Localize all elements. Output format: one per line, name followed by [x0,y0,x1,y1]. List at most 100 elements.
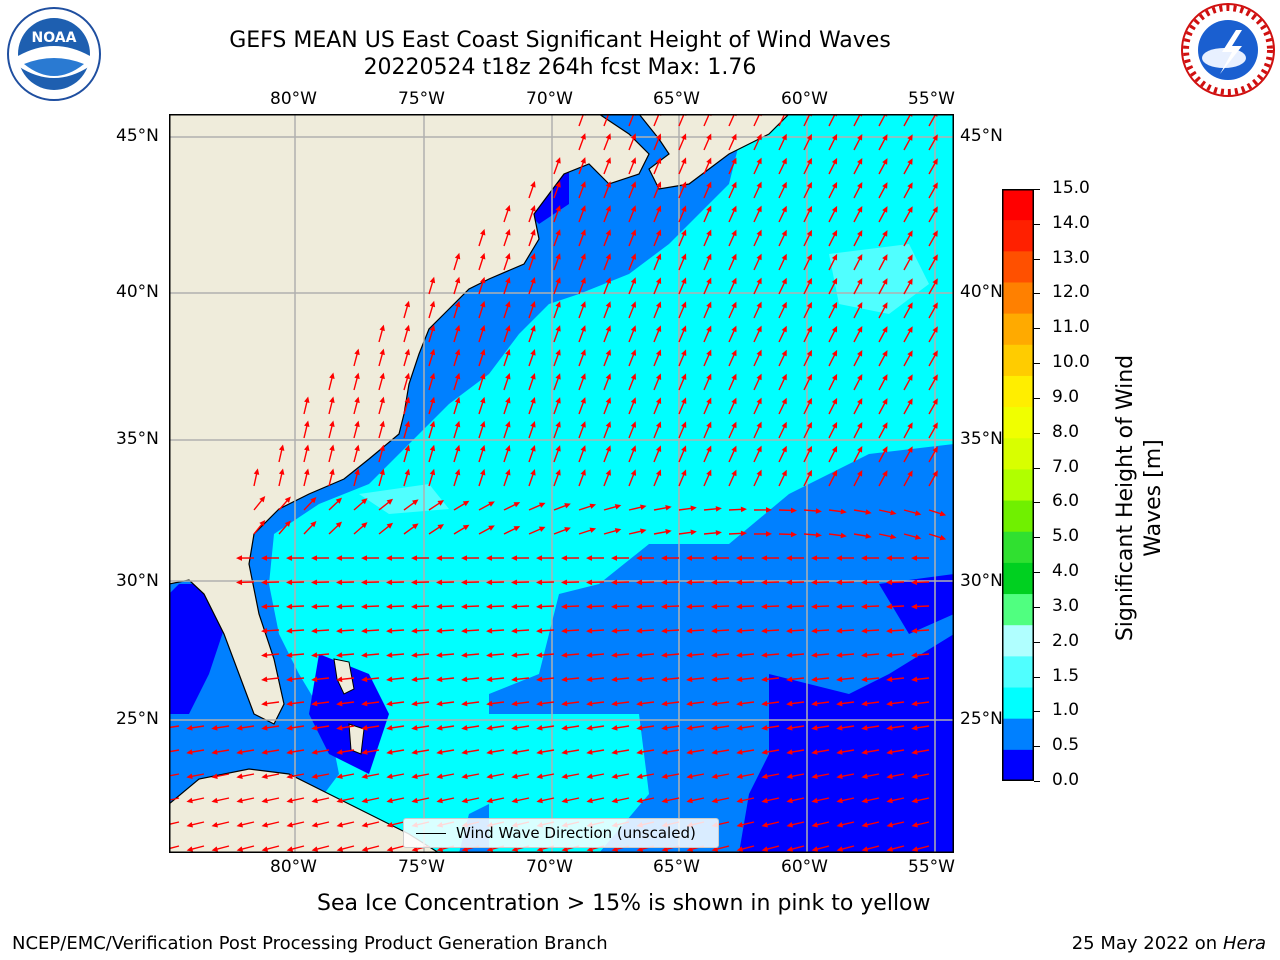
wave-direction-arrowhead [454,252,461,260]
wave-direction-arrowhead [536,700,543,707]
wave-direction-arrowhead [681,325,687,333]
wave-direction-arrowhead [404,324,410,332]
wave-direction-arrowhead [761,676,768,683]
colorbar-tick-mark [1034,363,1040,365]
wave-direction-arrowhead [486,555,493,561]
wave-direction-arrowhead [661,725,668,731]
colorbar-tick-mark [1034,606,1040,608]
wave-direction-arrowhead [461,700,468,707]
wave-direction-arrowhead [761,628,768,634]
wave-direction-arrowhead [731,301,737,309]
wave-direction-arrowhead [511,725,518,731]
colorbar-swatch [1002,220,1034,252]
colorbar-tick-mark [1034,572,1040,574]
colorbar-tick-mark [1034,189,1040,190]
wave-direction-arrowhead [311,797,318,804]
wave-direction-arrowhead [561,579,568,586]
wave-direction-arrowhead [786,773,793,780]
wave-direction-arrowhead [605,445,611,452]
wave-direction-arrowhead [781,397,787,405]
wave-direction-arrowhead [706,469,712,477]
wave-direction-arrowhead [890,533,897,540]
wave-direction-arrowhead [690,529,697,536]
wave-direction-arrowhead [480,396,486,404]
wave-direction-arrowhead [462,524,470,531]
wave-direction-arrowhead [907,134,913,141]
wave-direction-arrowhead [756,445,762,453]
wave-direction-arrowhead [361,522,368,529]
wave-direction-arrowhead [731,445,737,453]
wave-direction-arrowhead [386,797,393,804]
footer-host: Hera [1222,933,1266,954]
colorbar-swatch [1002,438,1034,470]
wave-direction-arrowhead [361,498,368,505]
wave-direction-arrowhead [486,773,493,780]
wave-direction-arrowhead [806,181,812,189]
colorbar-tick-label: 1.5 [1052,665,1080,686]
wave-direction-arrowhead [555,397,561,404]
wave-direction-arrowhead [404,396,410,404]
wave-direction-arrowhead [661,749,668,755]
wave-direction-arrowhead [939,510,947,517]
wave-direction-arrowhead [605,157,611,164]
lat-tick-right: 35°N [960,429,1003,449]
wave-direction-arrow [703,114,711,127]
wave-direction-arrowhead [436,725,443,731]
wave-direction-arrowhead [580,181,586,188]
wave-direction-arrowhead [907,446,913,453]
wave-direction-arrowhead [811,652,818,658]
wave-direction-arrowhead [861,555,868,561]
wave-direction-arrowhead [711,700,718,707]
cyan-wave-region [269,114,954,853]
wave-direction-arrowhead [831,181,838,189]
wave-direction-arrowhead [761,846,769,852]
wave-direction-arrowhead [561,725,568,731]
wave-direction-arrowhead [261,797,268,804]
wave-direction-arrowhead [586,628,593,634]
wave-direction-arrowhead [857,230,863,237]
wave-direction-arrowhead [655,349,662,356]
wave-direction-arrowhead [429,372,436,380]
wave-direction-arrowhead [361,725,368,731]
wave-direction-arrowhead [907,278,913,285]
wave-direction-arrowhead [661,773,668,780]
wave-direction-arrowhead [429,420,436,428]
wave-direction-arrowhead [630,229,637,236]
wave-direction-arrowhead [505,444,511,452]
wave-direction-arrowhead [886,725,893,731]
wave-direction-arrowhead [311,676,318,683]
wave-direction-arrowhead [882,350,888,357]
colorbar-swatch [1002,282,1034,315]
colorbar-tick-mark [1034,397,1040,399]
wave-direction-arrowhead [454,420,461,428]
wave-direction-arrowhead [736,652,743,658]
wave-direction-arrowhead [336,773,343,780]
wave-direction-arrowhead [278,468,285,475]
footer-right: 25 May 2022 on Hera [1072,933,1266,954]
wave-direction-arrowhead [530,180,536,188]
wave-direction-arrowhead [211,725,218,731]
colorbar-tick-label: 0.5 [1052,735,1080,756]
wave-direction-arrowhead [655,421,662,428]
wave-direction-arrowhead [311,652,318,658]
wave-direction-arrowhead [761,555,768,561]
wave-direction-arrowhead [236,749,243,755]
wave-direction-arrowhead [386,628,393,634]
wave-direction-arrowhead [806,469,812,477]
wave-direction-arrowhead [286,846,294,852]
wave-direction-arrowhead [354,444,360,452]
wave-direction-arrowhead [354,420,360,428]
wave-direction-arrowhead [530,300,536,308]
wave-direction-arrowhead [756,325,762,333]
wave-direction-arrowhead [236,555,243,561]
wave-direction-arrowhead [790,507,797,514]
wave-direction-arrowhead [907,470,913,477]
wave-direction-arrowhead [505,300,511,308]
wave-direction-arrowhead [911,773,918,780]
wave-direction-arrowhead [411,700,418,707]
wave-direction-arrowhead [286,822,293,828]
wave-direction-arrowhead [806,445,812,453]
wave-direction-arrowhead [311,555,318,561]
wave-direction-arrowhead [765,531,772,537]
wave-direction-arrowhead [731,181,737,189]
